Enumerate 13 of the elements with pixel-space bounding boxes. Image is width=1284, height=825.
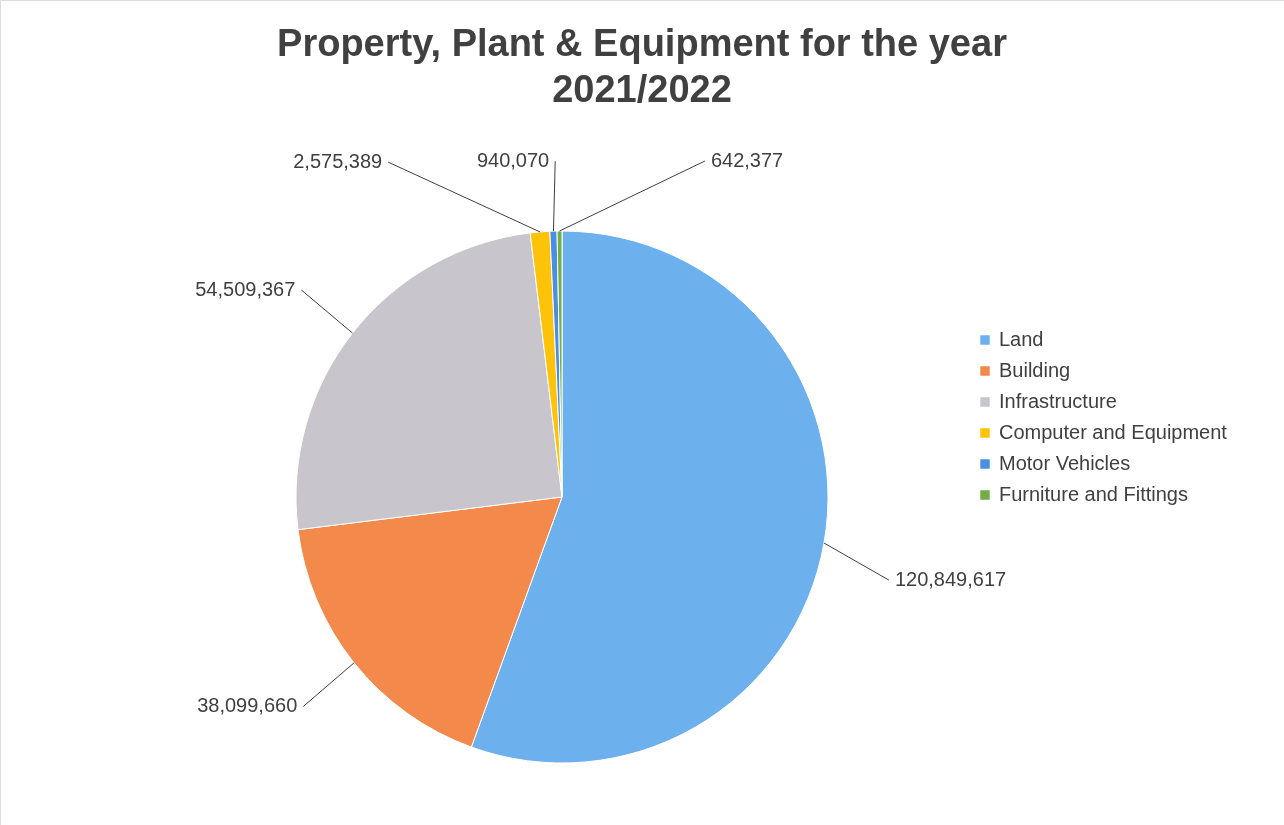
legend-label: Motor Vehicles bbox=[999, 452, 1131, 474]
legend-label: Land bbox=[999, 328, 1044, 350]
chart-title: Property, Plant & Equipment for the year 2021/2022 bbox=[277, 22, 1008, 110]
data-label: 2,575,389 bbox=[293, 150, 383, 173]
data-label: 38,099,660 bbox=[197, 694, 298, 717]
legend-label: Infrastructure bbox=[999, 390, 1117, 412]
data-label: 642,377 bbox=[710, 149, 784, 172]
legend-label: Building bbox=[999, 359, 1071, 381]
data-label: 54,509,367 bbox=[195, 277, 296, 300]
legend-label: Furniture and Fittings bbox=[999, 483, 1188, 505]
data-label: 120,849,617 bbox=[894, 568, 1007, 591]
data-label: 940,070 bbox=[476, 149, 550, 172]
legend-label: Computer and Equipment bbox=[999, 421, 1228, 443]
